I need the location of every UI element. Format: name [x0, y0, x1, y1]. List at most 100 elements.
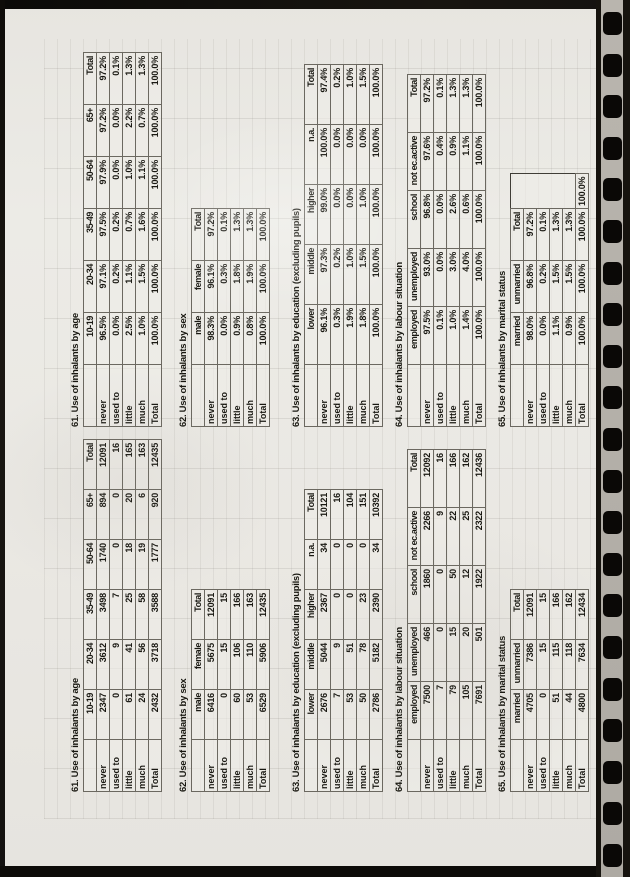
column-header: lower: [304, 689, 318, 740]
value-cell: 7691: [472, 681, 486, 740]
row-label: never: [96, 739, 110, 792]
value-cell: 2676: [317, 689, 331, 740]
column-header: lower: [304, 304, 318, 365]
row-label: never: [317, 364, 331, 427]
row-label: used to: [330, 739, 344, 792]
row-label: never: [523, 364, 537, 427]
data-table: male female Total never 98.3% 96.1% 97.2% used …: [191, 208, 270, 427]
binding-hole: [603, 552, 622, 576]
value-cell: 97.9%: [96, 156, 110, 209]
table-title: 65. Use of inhalants by marital status: [497, 271, 508, 427]
table-61-percent: 61. Use of inhalants by age 10-19 20-34 35-…: [70, 52, 162, 427]
value-cell: 15: [446, 623, 460, 682]
value-cell: 5182: [369, 639, 383, 690]
value-cell: 7500: [420, 681, 434, 740]
value-cell: 97.2%: [420, 74, 434, 133]
value-cell: 100.0%: [472, 74, 486, 133]
value-cell: 0.1%: [433, 306, 447, 365]
value-cell: 0: [356, 539, 370, 590]
row-label: much: [562, 739, 576, 792]
row-label: never: [420, 364, 434, 427]
value-cell: 0.0%: [109, 104, 123, 157]
value-cell: 0.0%: [433, 190, 447, 249]
table-row: used to 0 15 15: [536, 589, 550, 792]
binding-hole: [603, 95, 622, 119]
row-label: much: [135, 739, 149, 792]
value-cell: 4.0%: [459, 248, 473, 307]
data-table: married unmarried Total never 4705 7386 12091 u…: [510, 589, 589, 792]
value-cell: 1922: [472, 565, 486, 624]
value-cell: 3588: [148, 589, 162, 640]
column-header: Total: [407, 449, 421, 508]
value-cell: 894: [96, 489, 110, 540]
value-cell: 0: [330, 539, 344, 590]
table-title: 64. Use of inhalants by labour situation: [394, 627, 405, 792]
value-cell: 1.1%: [549, 312, 563, 365]
value-cell: 23: [356, 589, 370, 640]
value-cell: 0.0%: [330, 124, 344, 185]
value-cell: 0.3%: [217, 260, 231, 313]
value-cell: 7386: [523, 639, 537, 690]
value-cell: 0: [109, 689, 123, 740]
value-cell: 98.3%: [204, 312, 218, 365]
value-cell: 100.0%: [148, 52, 162, 105]
column-header: n.a.: [304, 539, 318, 590]
binding-hole: [603, 802, 622, 826]
table-row: used to 0 9 7 0 0 16: [109, 439, 123, 792]
value-cell: 100.0%: [148, 156, 162, 209]
binding-hole: [603, 12, 622, 35]
row-label: never: [317, 739, 331, 792]
value-cell: 2786: [369, 689, 383, 740]
table-row: little 0.9% 1.8% 1.3%: [230, 208, 244, 427]
corner-cell: [191, 739, 205, 792]
value-cell: 7: [330, 689, 344, 740]
table-62-percent: 62. Use of inhalants by sex male female Tot…: [178, 208, 270, 427]
value-cell: 1.9%: [343, 304, 357, 365]
data-table: 10-19 20-34 35-49 50-64 65+ Total never 96.5% 97…: [83, 52, 162, 427]
table-row: used to 0.3% 0.2% 0.0% 0.0% 0.2%: [330, 64, 344, 427]
value-cell: 15: [536, 639, 550, 690]
value-cell: 97.1%: [96, 260, 110, 313]
value-cell: 18: [122, 539, 136, 590]
value-cell: 0.1%: [217, 208, 231, 261]
table-row: Total 100.0% 100.0% 100.0% 100.0% 100.0%: [472, 74, 486, 427]
value-cell: 1.9%: [243, 260, 257, 313]
value-cell: 97.3%: [317, 244, 331, 305]
column-header: Total: [191, 589, 205, 640]
value-cell: 0.0%: [356, 124, 370, 185]
value-cell: 1.3%: [230, 208, 244, 261]
value-cell: 24: [135, 689, 149, 740]
value-cell: 97.2%: [96, 52, 110, 105]
table-61-counts: 61. Use of inhalants by age 10-19 20-34 35-…: [70, 439, 162, 792]
row-label: used to: [536, 364, 550, 427]
table-title: 65. Use of inhalants by marital status: [497, 636, 508, 792]
value-cell: 6529: [256, 689, 270, 740]
binding-hole: [603, 594, 622, 618]
value-cell: 100.0%: [369, 244, 383, 305]
value-cell: 1777: [148, 539, 162, 590]
value-cell: 0.9%: [562, 312, 576, 365]
value-cell: 12436: [472, 449, 486, 508]
value-cell: 100.0%: [472, 132, 486, 191]
value-cell: 1.8%: [230, 260, 244, 313]
value-cell: 25: [122, 589, 136, 640]
value-cell: 7634: [575, 639, 589, 690]
row-label: little: [230, 739, 244, 792]
value-cell: 0: [330, 589, 344, 640]
row-label: little: [343, 364, 357, 427]
column-header: unmarried: [510, 639, 524, 690]
value-cell: 53: [243, 689, 257, 740]
value-cell: 5906: [256, 639, 270, 690]
value-cell: 9: [433, 507, 447, 566]
value-cell: 0.0%: [343, 124, 357, 185]
column-header: married: [510, 312, 524, 365]
column-header: unemployed: [407, 248, 421, 307]
table-row: used to 0.0% 0.2% 0.2% 0.0% 0.0% 0.1%: [109, 52, 123, 427]
column-header: female: [191, 639, 205, 690]
table-row: little 2.5% 1.1% 0.7% 1.0% 2.2% 1.3%: [122, 52, 136, 427]
value-cell: 9: [330, 639, 344, 690]
binding-hole: [603, 303, 622, 327]
value-cell: 22: [446, 507, 460, 566]
value-cell: 0.0%: [536, 312, 550, 365]
value-cell: 100.0%: [317, 124, 331, 185]
